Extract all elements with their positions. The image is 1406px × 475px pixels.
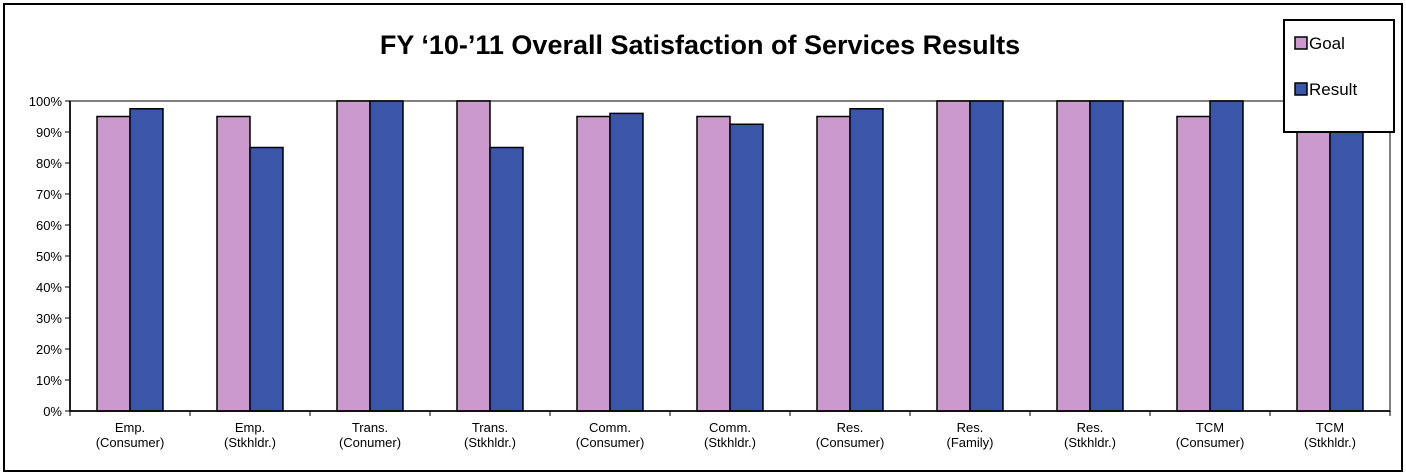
x-tick-label: TCM (Stkhldr.): [1304, 420, 1356, 450]
plot-area: 0% 10% 20% 30% 40% 50% 60% 70% 80% 90% 100% Emp. (Co…: [29, 94, 1391, 450]
bar-goal-1: [216, 115, 251, 412]
legend-label-result: Result: [1309, 80, 1357, 99]
bar-goal-2: [336, 100, 371, 412]
x-tick-label: Comm. (Stkhldr.): [704, 420, 756, 450]
bar-result-10: [1329, 100, 1364, 412]
y-tick-label: 40%: [36, 280, 62, 295]
y-tick-label: 50%: [36, 249, 62, 264]
bar-result-5: [729, 123, 764, 412]
bar-goal-7: [936, 100, 971, 412]
bar-goal-9: [1176, 115, 1211, 412]
y-tick-label: 70%: [36, 187, 62, 202]
y-tick-label: 80%: [36, 156, 62, 171]
x-tick-label: Comm. (Consumer): [576, 420, 645, 450]
bar-goal-10: [1296, 115, 1331, 412]
legend: Goal Result: [1283, 19, 1395, 133]
bar-result-9: [1209, 100, 1244, 412]
bar-result-2: [369, 100, 404, 412]
y-tick-label: 60%: [36, 218, 62, 233]
legend-swatch-goal: [1294, 36, 1308, 50]
x-tick-label: Trans. (Conumer): [339, 420, 401, 450]
y-tick-label: 30%: [36, 311, 62, 326]
bar-goal-8: [1056, 100, 1091, 412]
bar-goal-0: [96, 115, 131, 412]
bar-result-0: [129, 108, 164, 412]
y-tick-label: 10%: [36, 373, 62, 388]
legend-swatch-result: [1294, 82, 1308, 96]
bar-goal-3: [456, 100, 491, 412]
bar-result-7: [969, 100, 1004, 412]
bar-result-6: [849, 108, 884, 412]
y-tick-label: 20%: [36, 342, 62, 357]
x-tick-label: Emp. (Stkhldr.): [224, 420, 276, 450]
x-tick-label: Res. (Stkhldr.): [1064, 420, 1116, 450]
chart-title: FY ‘10-’11 Overall Satisfaction of Servi…: [380, 30, 1020, 60]
x-tick-label: Res. (Family): [947, 420, 994, 450]
y-tick-label: 90%: [36, 125, 62, 140]
x-tick-label: TCM (Consumer): [1176, 420, 1245, 450]
x-tick-label: Res. (Consumer): [816, 420, 885, 450]
bar-result-1: [249, 146, 284, 412]
y-tick-label: 100%: [29, 94, 63, 109]
x-tick-label: Emp. (Consumer): [96, 420, 165, 450]
bar-goal-5: [696, 115, 731, 412]
bar-goal-4: [576, 115, 611, 412]
bar-result-8: [1089, 100, 1124, 412]
x-tick-label: Trans. (Stkhldr.): [464, 420, 516, 450]
bar-result-4: [609, 112, 644, 412]
bar-goal-6: [816, 115, 851, 412]
legend-label-goal: Goal: [1309, 34, 1345, 53]
bar-result-3: [489, 146, 524, 412]
y-tick-label: 0%: [43, 404, 62, 419]
